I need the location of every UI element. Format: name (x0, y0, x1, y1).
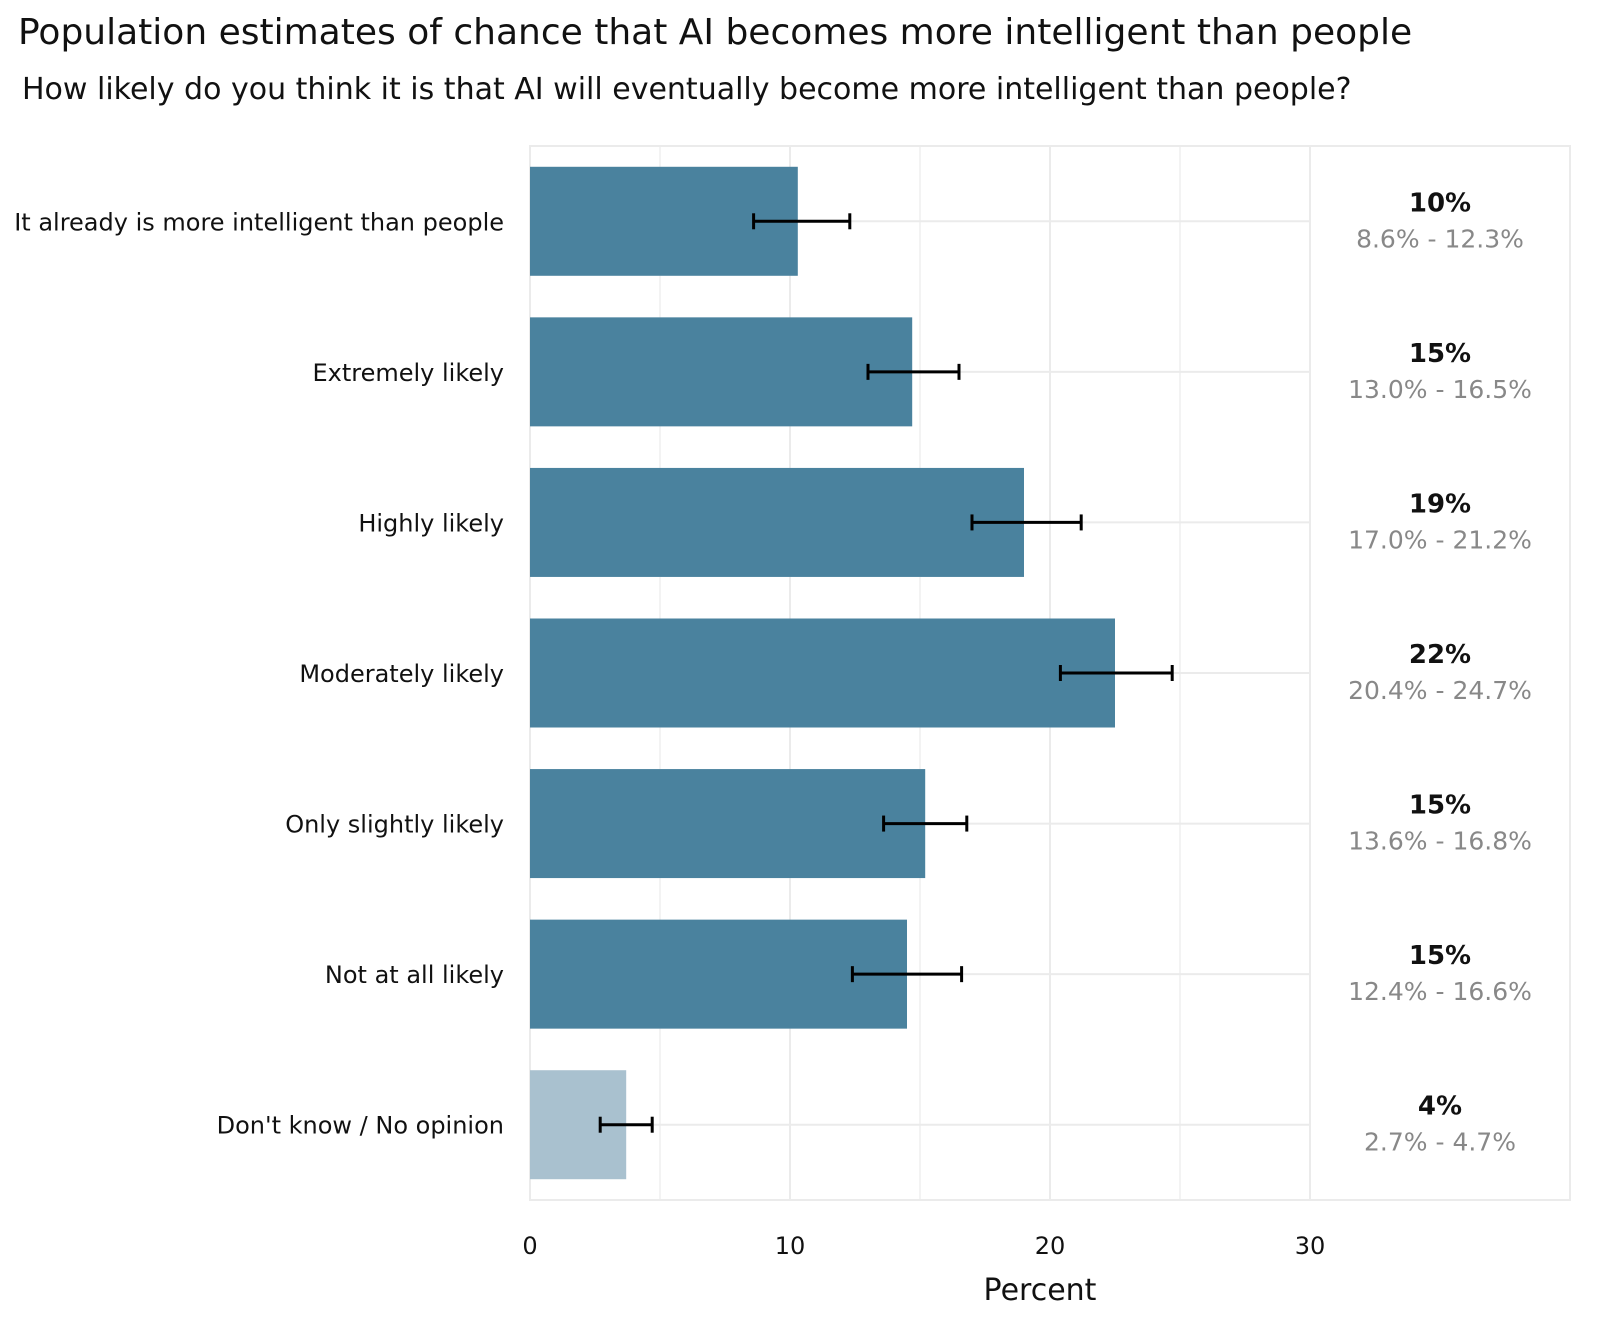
ci-label: 2.7% - 4.7% (1364, 1128, 1516, 1157)
x-tick-label: 0 (522, 1232, 537, 1260)
label-layer: 0 10 20 30 It already is more intelligent th… (14, 188, 1532, 1260)
bar-layer (530, 166, 1115, 1180)
bar (530, 618, 1115, 728)
category-label: It already is more intelligent than peop… (14, 208, 504, 236)
chart-title: Population estimates of chance that AI b… (18, 12, 1413, 53)
category-label: Extremely likely (312, 359, 504, 387)
value-label: 22% (1409, 640, 1471, 670)
ci-label: 17.0% - 21.2% (1348, 525, 1532, 554)
ci-label: 20.4% - 24.7% (1348, 676, 1532, 705)
category-label: Only slightly likely (285, 811, 504, 839)
bar (530, 769, 926, 879)
ci-label: 13.6% - 16.8% (1348, 827, 1532, 856)
error-bar-layer (598, 213, 1174, 1133)
ci-label: 13.0% - 16.5% (1348, 375, 1532, 404)
value-label: 19% (1409, 489, 1471, 519)
chart-subtitle: How likely do you think it is that AI wi… (22, 72, 1352, 107)
x-tick-label: 30 (1295, 1232, 1326, 1260)
x-tick-label: 10 (775, 1232, 806, 1260)
value-label: 15% (1409, 941, 1471, 971)
value-label: 15% (1409, 791, 1471, 821)
bar (530, 317, 913, 427)
value-label: 15% (1409, 339, 1471, 369)
ci-label: 8.6% - 12.3% (1356, 224, 1524, 253)
value-label: 4% (1418, 1092, 1462, 1122)
category-label: Highly likely (358, 509, 504, 537)
bar (530, 467, 1024, 577)
x-axis-title: Percent (984, 1273, 1097, 1308)
x-tick-label: 20 (1035, 1232, 1066, 1260)
category-label: Not at all likely (325, 961, 504, 989)
category-label: Don't know / No opinion (217, 1112, 504, 1140)
value-label: 10% (1409, 188, 1471, 218)
category-label: Moderately likely (299, 660, 504, 688)
bar (530, 919, 907, 1029)
ci-label: 12.4% - 16.6% (1348, 977, 1532, 1006)
